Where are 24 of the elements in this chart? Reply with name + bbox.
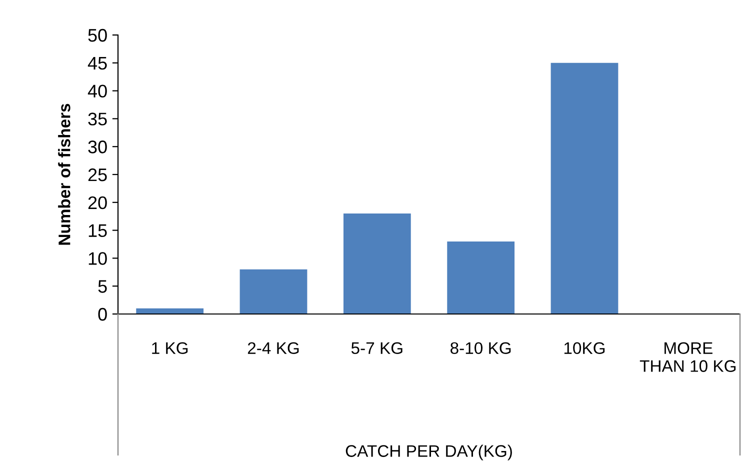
y-tick-label: 25 bbox=[88, 168, 107, 182]
y-tick-label: 5 bbox=[98, 280, 107, 293]
y-tick-label: 35 bbox=[88, 112, 107, 126]
y-tick-label: 40 bbox=[88, 84, 107, 98]
x-tick-label: 1 KG bbox=[152, 342, 188, 354]
x-axis-title: CATCH PER DAY(KG) bbox=[346, 444, 512, 460]
y-tick-label: 20 bbox=[88, 196, 107, 210]
y-tick-label: 30 bbox=[88, 140, 107, 154]
y-axis-title: Number of fishers bbox=[58, 104, 70, 245]
y-tick-label: 50 bbox=[88, 28, 107, 42]
bar bbox=[240, 269, 308, 314]
y-tick-label: 0 bbox=[98, 308, 107, 321]
x-tick-label: MORE THAN 10 KG bbox=[640, 342, 736, 372]
x-tick-label: 8-10 KG bbox=[450, 342, 511, 354]
x-tick-label: 2-4 KG bbox=[248, 342, 299, 354]
bar bbox=[136, 308, 204, 314]
x-tick-label: 5-7 KG bbox=[351, 342, 402, 354]
y-tick-label: 45 bbox=[88, 57, 107, 70]
y-tick-label: 15 bbox=[88, 224, 107, 238]
y-tick-label: 10 bbox=[88, 252, 107, 265]
bar bbox=[343, 214, 411, 314]
bar bbox=[447, 241, 515, 314]
bar bbox=[550, 62, 618, 314]
x-tick-label: 10KG bbox=[564, 342, 605, 354]
